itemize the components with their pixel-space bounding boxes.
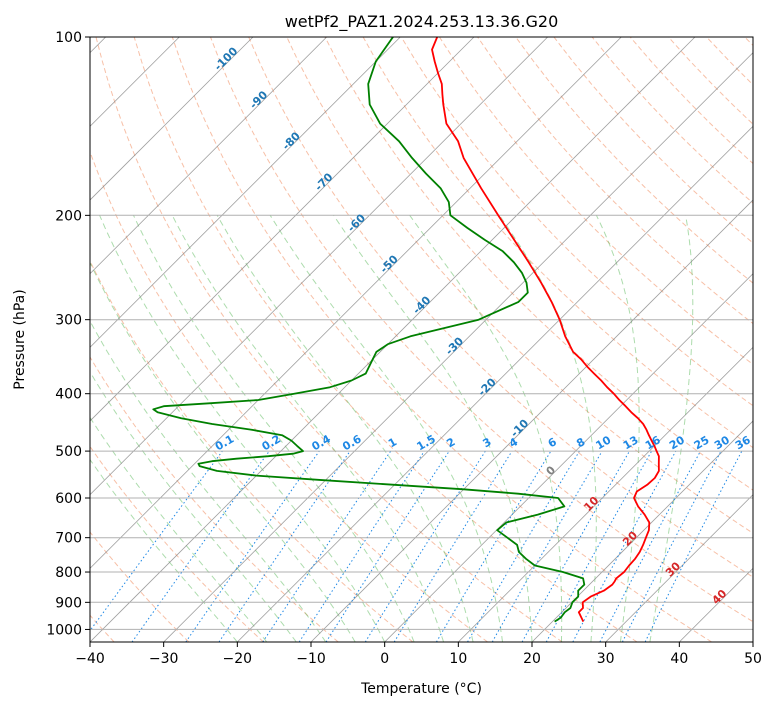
isotherm-line (531, 420, 753, 642)
y-tick-label: 1000 (46, 622, 82, 638)
mixing-ratio-line (218, 450, 351, 642)
mixing-ratio-line (545, 450, 653, 642)
isotherm-line (90, 37, 622, 569)
dry-adiabat-line (210, 37, 753, 623)
dry-adiabat-line (90, 531, 190, 642)
x-axis-label: Temperature (°C) (360, 681, 482, 697)
dry-adiabat-line (438, 37, 753, 366)
plot-frame (89, 36, 754, 643)
chart-title: wetPf2_PAZ1.2024.253.13.36.G20 (285, 12, 559, 32)
moist-adiabat-line (90, 261, 356, 642)
mixing-ratio-line (393, 450, 513, 642)
y-axis: 100 200 300 400 500 600 700 800 900 1000 (46, 30, 90, 638)
isotherm-line (90, 37, 327, 275)
y-tick-label: 100 (55, 30, 82, 46)
moist-adiabat-line (595, 215, 640, 642)
moist-adiabat-line (649, 215, 694, 642)
dry-adiabat-line (95, 37, 563, 642)
moist-adiabat-line (90, 320, 327, 642)
mixing-ratio-line (572, 450, 677, 642)
x-tick-label: −10 (296, 651, 326, 667)
dry-adiabat-line (171, 37, 712, 642)
x-tick-label: −30 (149, 651, 179, 667)
mixing-ratio-line (185, 450, 320, 642)
mixing-ratio-line (325, 450, 450, 642)
x-tick-label: 50 (744, 651, 762, 667)
y-tick-label: 500 (55, 444, 82, 460)
isotherm-line (384, 273, 753, 642)
x-tick-label: 10 (449, 651, 467, 667)
dry-adiabat-line (90, 445, 264, 642)
isotherm-line (605, 494, 753, 642)
x-tick-label: 30 (597, 651, 615, 667)
isotherm-line (458, 346, 753, 642)
isotherm-line (90, 37, 401, 348)
mixing-ratio-line (90, 450, 223, 632)
mixing-ratio-line (131, 450, 270, 642)
isotherm-line (90, 37, 548, 496)
moist-adiabat-line (171, 215, 445, 642)
isotherm-line (237, 125, 753, 642)
mixing-ratio-line (262, 450, 392, 642)
dry-adiabat-line (90, 356, 339, 642)
dry-adiabat-line (515, 37, 753, 284)
moist-adiabat-line (90, 416, 268, 642)
isotherm-line (90, 37, 254, 201)
isotherm-line (90, 37, 475, 422)
moist-adiabat-line (99, 215, 386, 642)
y-tick-label: 700 (55, 531, 82, 547)
moist-adiabat-line (90, 370, 297, 642)
x-tick-label: 20 (523, 651, 541, 667)
mixing-ratio-line (298, 450, 425, 642)
dry-adiabat-line (324, 37, 753, 491)
isotherm-line (163, 52, 753, 642)
temperature-profile (431, 37, 660, 622)
y-tick-label: 600 (55, 491, 82, 507)
moist-adiabat-line (90, 458, 238, 642)
y-tick-label: 400 (55, 387, 82, 403)
isotherm-line (310, 199, 753, 642)
x-tick-label: 0 (380, 651, 389, 667)
mixing-ratio-line (521, 450, 630, 642)
dry-adiabat-line (400, 37, 753, 407)
dry-adiabat-line (90, 150, 488, 642)
x-tick-label: 40 (670, 651, 688, 667)
y-tick-label: 800 (55, 565, 82, 581)
moist-adiabat-line (269, 215, 503, 642)
moist-adiabat-line (333, 215, 533, 642)
skewed-reference-lines (90, 37, 753, 642)
x-tick-label: −40 (75, 651, 105, 667)
y-tick-label: 900 (55, 595, 82, 611)
y-tick-label: 300 (55, 313, 82, 329)
y-tick-label: 200 (55, 208, 82, 224)
pressure-gridlines (90, 37, 753, 630)
x-tick-label: −20 (223, 651, 253, 667)
dewpoint-profile (152, 37, 586, 623)
sounding-profiles (152, 37, 660, 623)
y-axis-label: Pressure (hPa) (12, 289, 28, 389)
moist-adiabat-line (133, 215, 415, 642)
isotherm-line (90, 37, 696, 642)
dry-adiabat-line (248, 37, 753, 578)
x-axis: −40 −30 −20 −10 0 10 20 30 40 50 (75, 642, 762, 667)
moist-adiabat-line (216, 215, 474, 642)
mixing-ratio-line (644, 450, 743, 642)
